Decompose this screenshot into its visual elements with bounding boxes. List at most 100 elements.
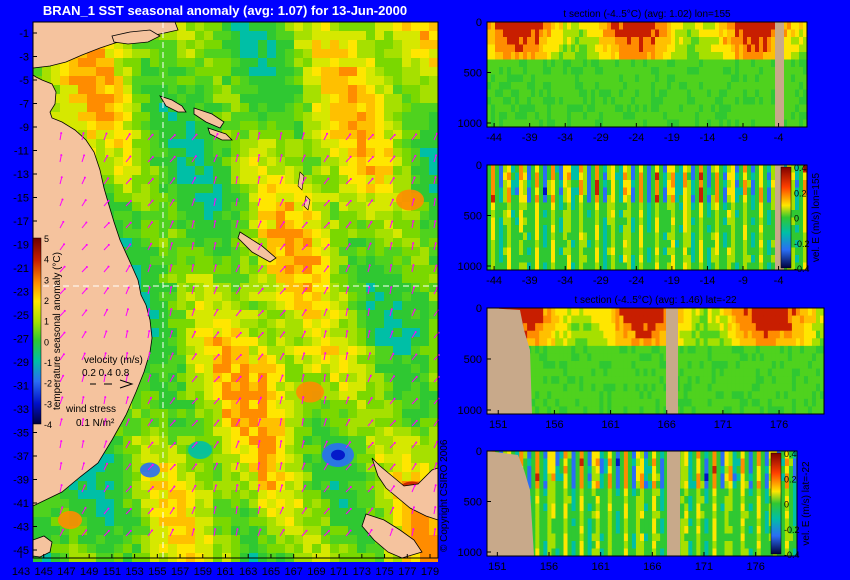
wind-stress-arrowhead	[237, 132, 240, 135]
wind-stress-arrow	[169, 375, 174, 383]
map-y-tick-label: -39	[13, 475, 29, 487]
map-anomaly-cell	[222, 256, 231, 265]
wind-stress-arrow	[279, 463, 282, 471]
map-anomaly-cell	[69, 103, 78, 112]
section-cell	[679, 29, 684, 38]
map-anomaly-cell	[357, 130, 366, 139]
section-cell	[735, 67, 740, 75]
wind-stress-arrowhead	[236, 220, 239, 223]
map-anomaly-cell	[339, 265, 348, 274]
map-anomaly-cell	[150, 292, 159, 301]
section-cell	[723, 82, 728, 90]
wind-stress-arrowhead	[325, 440, 328, 443]
map-anomaly-cell	[366, 166, 375, 175]
wind-stress-arrow	[389, 287, 392, 295]
map-anomaly-cell	[393, 409, 402, 418]
section-cell	[647, 82, 652, 90]
section-cell	[671, 67, 676, 75]
map-anomaly-cell	[366, 103, 375, 112]
map-anomaly-cell	[141, 499, 150, 508]
map-anomaly-cell	[78, 130, 87, 139]
section-cell	[743, 74, 748, 83]
map-anomaly-cell	[258, 373, 267, 382]
map-anomaly-cell	[150, 193, 159, 202]
section-cell	[495, 255, 500, 263]
section-cell	[691, 104, 696, 113]
wind-stress-arrowhead	[258, 462, 261, 465]
map-anomaly-cell	[240, 193, 249, 202]
map-anomaly-cell	[429, 445, 438, 454]
section-cell	[503, 119, 508, 128]
map-anomaly-cell	[330, 526, 339, 535]
map-anomaly-cell	[177, 121, 186, 130]
map-anomaly-cell	[312, 346, 321, 355]
map-anomaly-cell	[375, 391, 384, 400]
map-anomaly-cell	[276, 256, 285, 265]
map-x-tick-label: 143	[12, 566, 30, 578]
map-anomaly-cell	[429, 157, 438, 166]
wind-stress-arrow	[125, 508, 132, 515]
map-anomaly-cell	[240, 526, 249, 535]
map-anomaly-cell	[141, 247, 150, 256]
section-cell	[723, 112, 728, 120]
map-anomaly-cell	[168, 454, 177, 463]
wind-stress-arrow	[257, 463, 260, 471]
section-cell	[799, 74, 804, 83]
section-cell	[579, 165, 584, 173]
section-cell	[591, 59, 596, 68]
wind-stress-arrow	[301, 530, 307, 537]
section-cell	[551, 232, 556, 241]
section-cell	[519, 180, 524, 188]
section-cell	[671, 29, 676, 38]
wind-stress-arrow	[191, 265, 194, 273]
map-anomaly-cell	[195, 346, 204, 355]
wind-stress-arrow	[257, 133, 260, 141]
section-cell	[759, 37, 764, 45]
section-cell	[563, 82, 568, 90]
section-cell	[663, 97, 668, 105]
section-cell	[591, 104, 596, 113]
section-cell	[495, 210, 500, 218]
map-anomaly-cell	[177, 328, 186, 337]
section-cell	[699, 44, 704, 53]
map-anomaly-cell	[366, 76, 375, 85]
map-anomaly-cell	[285, 76, 294, 85]
map-anomaly-cell	[339, 130, 348, 139]
wind-stress-arrowhead	[82, 396, 85, 399]
section-cell	[559, 195, 564, 203]
map-anomaly-cell	[231, 85, 240, 94]
map-anomaly-cell	[222, 274, 231, 283]
map-anomaly-cell	[150, 364, 159, 373]
map-anomaly-cell	[276, 220, 285, 229]
section-cell	[763, 74, 768, 83]
map-anomaly-cell	[114, 58, 123, 67]
wind-stress-arrow	[389, 134, 396, 141]
section-cell	[687, 119, 692, 128]
section-cell	[615, 44, 620, 53]
section-cell	[651, 59, 656, 68]
map-anomaly-cell	[276, 175, 285, 184]
section-cell	[559, 29, 564, 38]
map-anomaly-cell	[132, 526, 141, 535]
map-anomaly-cell	[168, 427, 177, 436]
map-anomaly-cell	[258, 454, 267, 463]
map-y-tick-label: -3	[19, 52, 29, 64]
map-anomaly-cell	[222, 355, 231, 364]
section-cell	[795, 59, 800, 68]
map-anomaly-cell	[150, 400, 159, 409]
wind-stress-arrow	[213, 221, 216, 229]
section-cell	[607, 29, 612, 38]
map-anomaly-cell	[249, 400, 258, 409]
map-anomaly-cell	[357, 67, 366, 76]
map-anomaly-cell	[303, 463, 312, 472]
section-cell	[583, 104, 588, 113]
map-anomaly-cell	[285, 94, 294, 103]
map-anomaly-cell	[348, 535, 357, 544]
map-anomaly-cell	[222, 139, 231, 148]
section-cell	[695, 89, 700, 98]
wind-stress-arrow	[323, 155, 329, 163]
map-anomaly-cell	[411, 184, 420, 193]
section-cell	[791, 97, 796, 105]
section-cell	[551, 180, 556, 188]
section-cell	[519, 97, 524, 105]
